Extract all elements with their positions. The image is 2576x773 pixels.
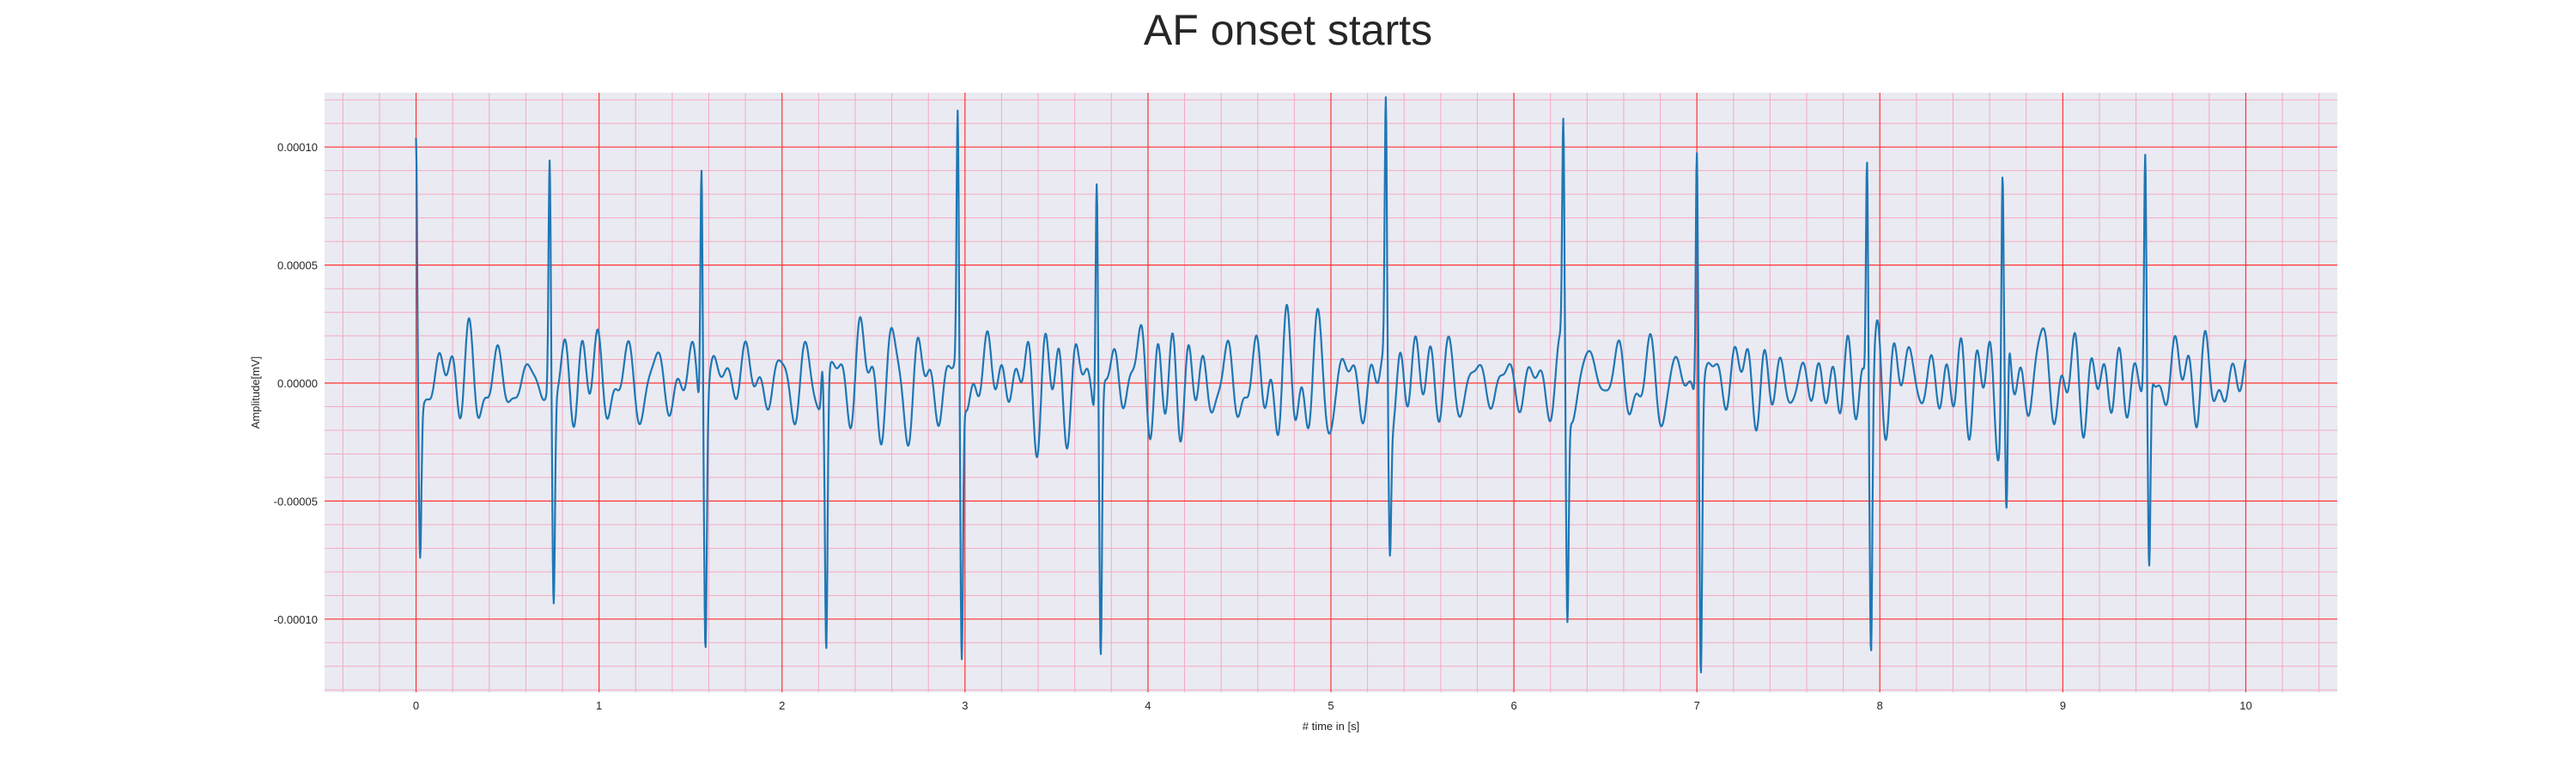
x-tick-label: 10	[2239, 699, 2251, 712]
y-tick-label: 0.00000	[277, 377, 318, 390]
x-tick-label: 6	[1510, 699, 1516, 712]
x-tick-label: 9	[2060, 699, 2066, 712]
x-tick-label: 5	[1327, 699, 1334, 712]
x-tick-label: 8	[1877, 699, 1883, 712]
y-tick-label: 0.00010	[277, 141, 318, 154]
x-tick-labels: 0 1 2 3 4 5 6 7 8 9 10	[413, 699, 2252, 712]
x-tick-label: 3	[962, 699, 968, 712]
y-tick-labels: 0.00010 0.00005 0.00000 -0.00005 -0.00010	[274, 141, 318, 626]
x-tick-label: 4	[1145, 699, 1151, 712]
y-axis-label: Amplitude[mV]	[249, 356, 262, 429]
y-tick-label: 0.00005	[277, 259, 318, 272]
y-tick-label: -0.00005	[274, 495, 318, 508]
x-axis-label: # time in [s]	[1303, 720, 1359, 733]
x-tick-label: 2	[779, 699, 785, 712]
ecg-signal-line	[415, 96, 2247, 673]
x-tick-label: 1	[596, 699, 602, 712]
x-tick-label: 0	[413, 699, 419, 712]
y-tick-label: -0.00010	[274, 613, 318, 626]
chart-title: AF onset starts	[1143, 6, 1433, 54]
x-tick-label: 7	[1694, 699, 1700, 712]
